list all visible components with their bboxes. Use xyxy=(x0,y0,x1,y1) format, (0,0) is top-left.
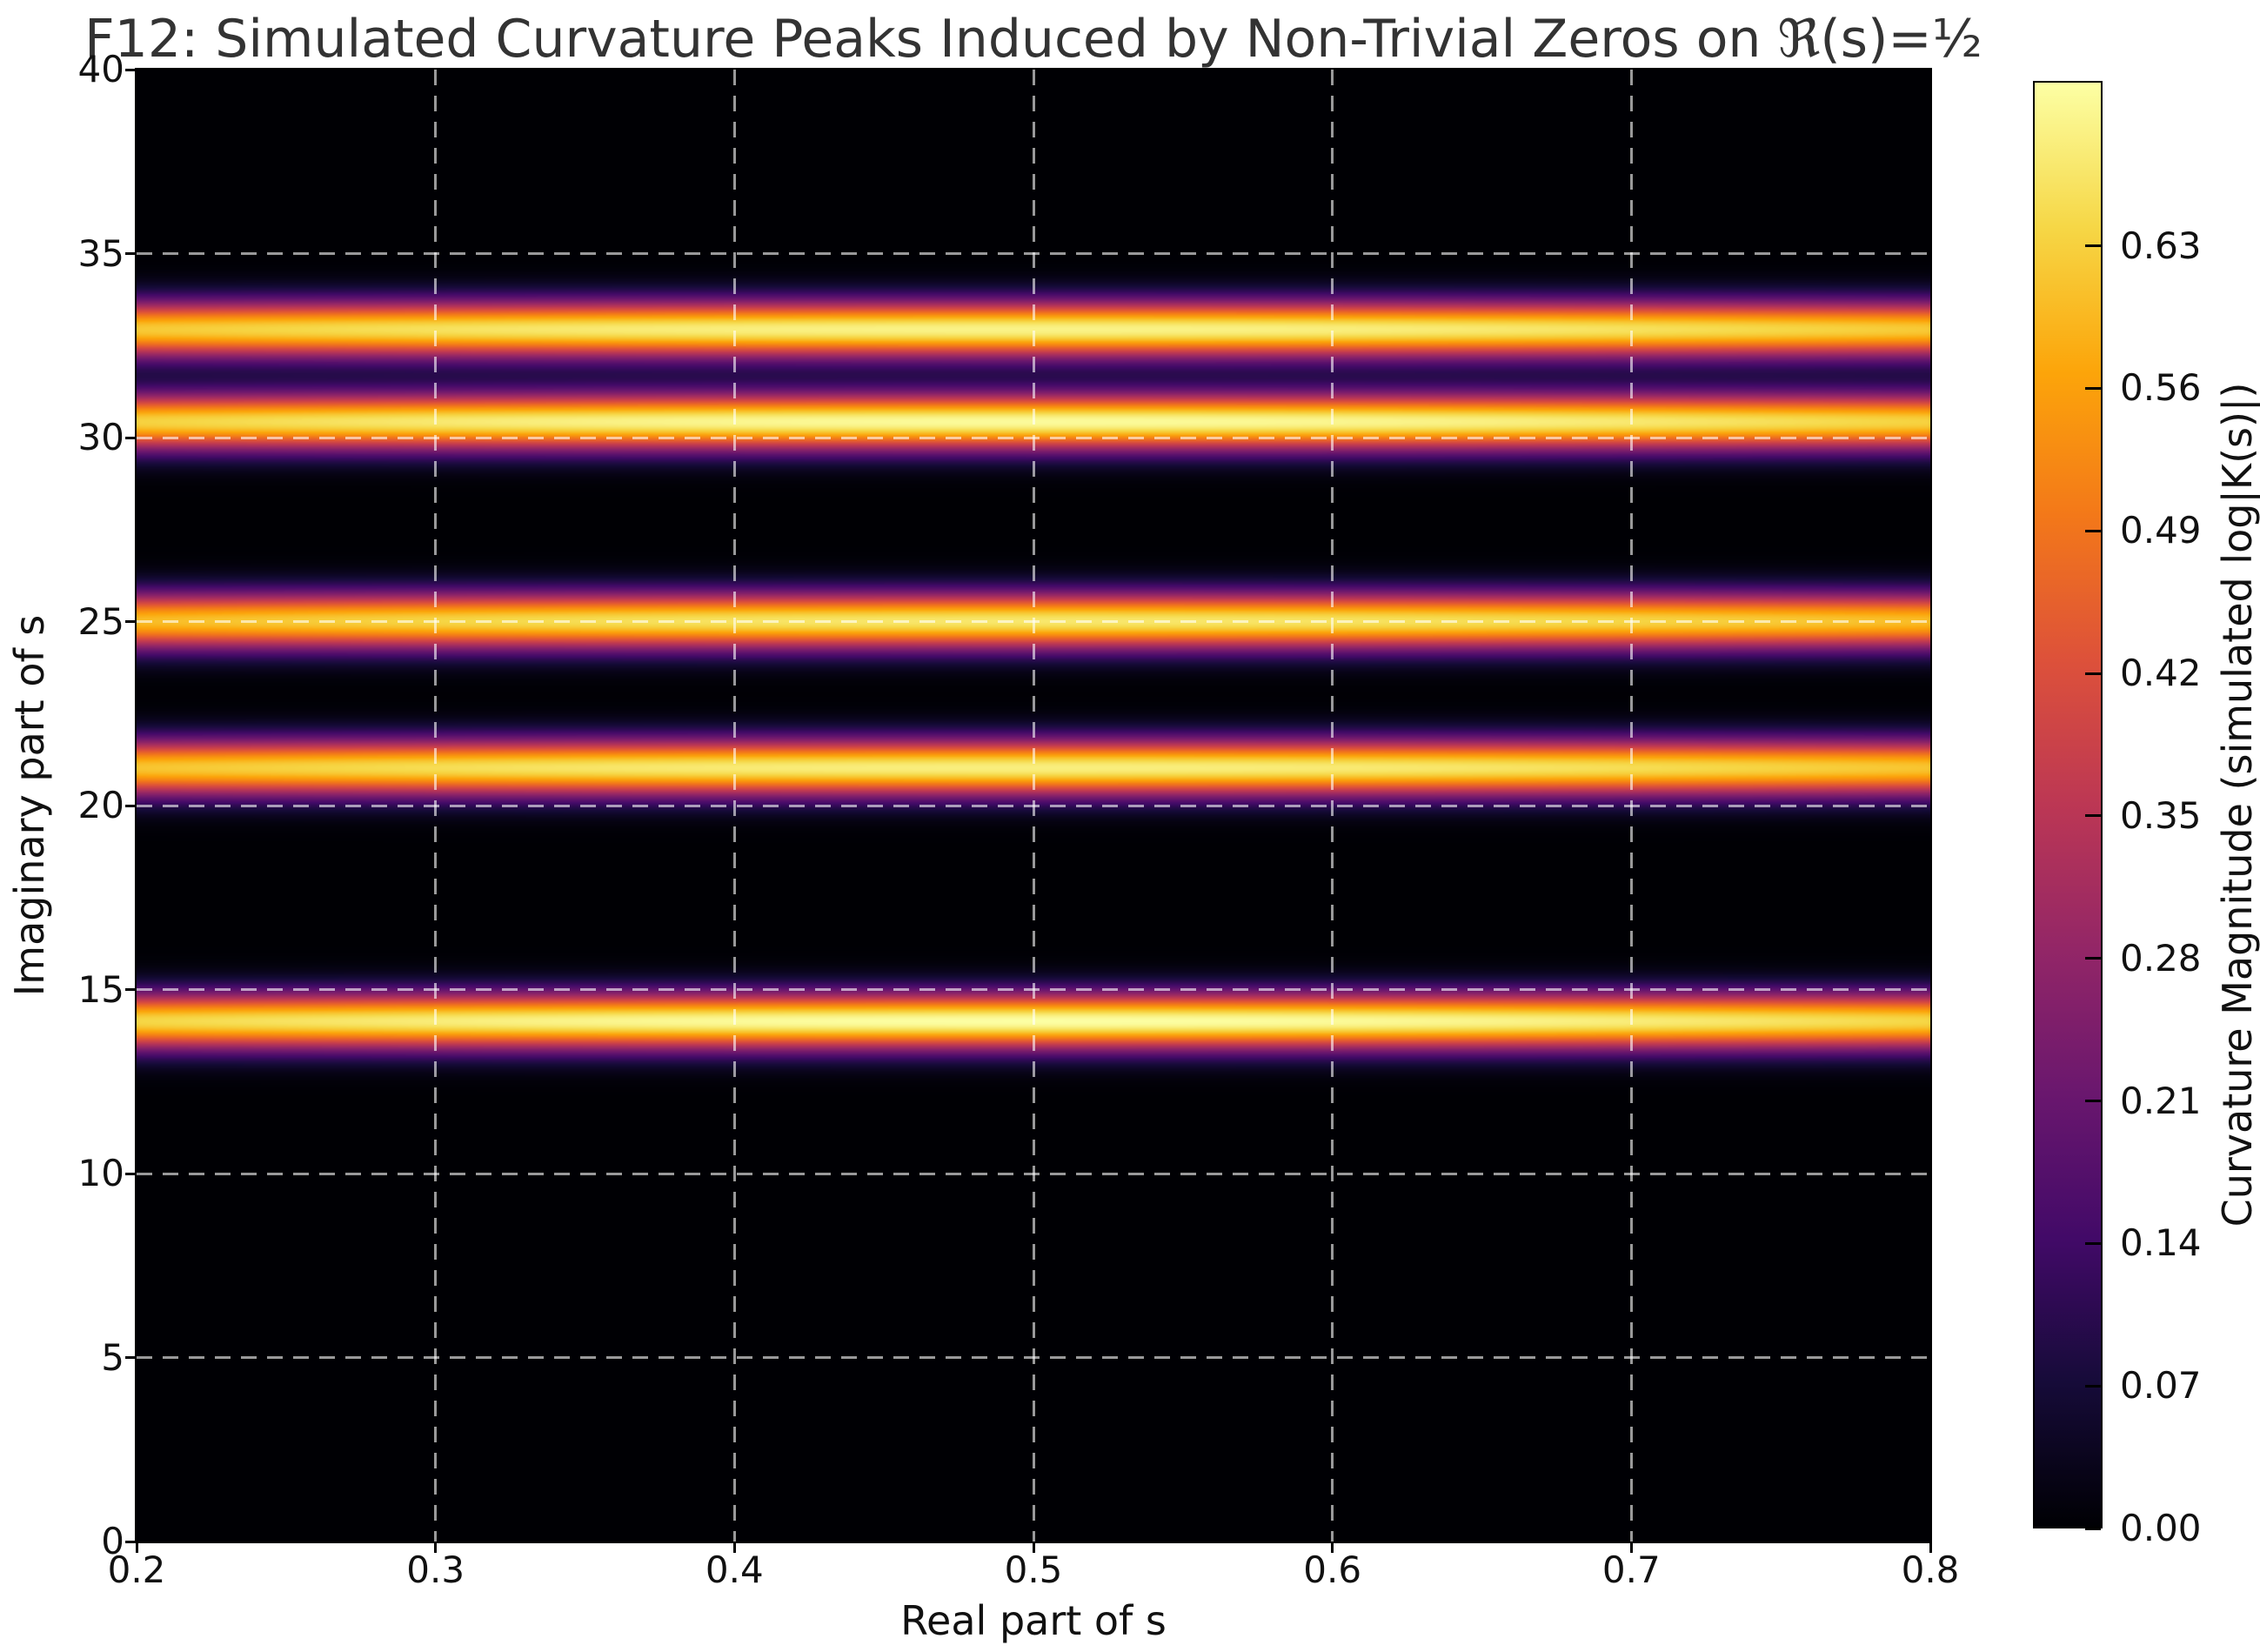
chart-title: F12: Simulated Curvature Peaks Induced b… xyxy=(84,9,1983,70)
colorbar-tick-label: 0.14 xyxy=(2120,1221,2202,1265)
x-tick-label: 0.5 xyxy=(1004,1548,1063,1591)
grid-line-vertical xyxy=(1032,70,1035,1542)
colorbar-tick-label: 0.63 xyxy=(2120,224,2202,267)
colorbar-tick-label: 0.49 xyxy=(2120,509,2202,552)
x-tick-mark xyxy=(434,1542,438,1553)
y-tick-mark xyxy=(125,1540,137,1543)
x-tick-mark xyxy=(1032,1542,1035,1553)
x-tick-label: 0.7 xyxy=(1601,1548,1661,1591)
colorbar-tick-label: 0.00 xyxy=(2120,1507,2202,1549)
x-tick-label: 0.2 xyxy=(107,1548,166,1591)
x-tick-label: 0.4 xyxy=(705,1548,764,1591)
colorbar-tick-label: 0.28 xyxy=(2120,936,2202,980)
colorbar-label: Curvature Magnitude (simulated log|K(s)|… xyxy=(2214,382,2260,1227)
y-tick-mark xyxy=(125,988,137,991)
y-tick-mark xyxy=(125,804,137,807)
y-tick-label: 20 xyxy=(77,784,124,826)
y-tick-label: 25 xyxy=(77,599,124,643)
x-tick-label: 0.6 xyxy=(1303,1548,1362,1591)
colorbar-tick-mark xyxy=(2085,244,2101,248)
colorbar-tick-label: 0.35 xyxy=(2120,793,2202,837)
colorbar-gradient xyxy=(2035,83,2101,1527)
grid-line-vertical xyxy=(434,70,438,1542)
colorbar-tick-mark xyxy=(2085,1241,2101,1245)
colorbar-tick-mark xyxy=(2085,529,2101,532)
colorbar-tick-mark xyxy=(2085,672,2101,675)
y-tick-mark xyxy=(125,68,137,71)
colorbar-tick-mark xyxy=(2085,814,2101,818)
colorbar-tick-mark xyxy=(2085,1100,2101,1103)
x-tick-mark xyxy=(1929,1542,1932,1553)
colorbar xyxy=(2033,81,2103,1528)
x-tick-mark xyxy=(135,1542,138,1553)
colorbar-tick-mark xyxy=(2085,1384,2101,1388)
y-tick-mark xyxy=(125,620,137,623)
y-tick-mark xyxy=(125,252,137,255)
x-tick-mark xyxy=(1629,1542,1633,1553)
y-tick-label: 40 xyxy=(77,48,124,90)
colorbar-tick-label: 0.21 xyxy=(2120,1079,2202,1122)
y-tick-mark xyxy=(125,1356,137,1359)
y-tick-label: 10 xyxy=(77,1152,124,1194)
colorbar-tick-label: 0.42 xyxy=(2120,652,2202,695)
colorbar-tick-mark xyxy=(2085,386,2101,390)
heatmap-plot-area xyxy=(135,68,1932,1543)
grid-line-vertical xyxy=(1331,70,1334,1542)
colorbar-tick-label: 0.56 xyxy=(2120,366,2202,410)
y-tick-label: 15 xyxy=(77,967,124,1011)
x-tick-mark xyxy=(732,1542,736,1553)
x-axis-label: Real part of s xyxy=(900,1597,1167,1644)
colorbar-tick-mark xyxy=(2085,957,2101,960)
colorbar-tick-mark xyxy=(2085,1527,2101,1530)
x-tick-label: 0.3 xyxy=(406,1548,465,1591)
y-tick-label: 35 xyxy=(77,231,124,275)
y-tick-label: 30 xyxy=(77,416,124,458)
grid-line-vertical xyxy=(1629,70,1633,1542)
x-tick-mark xyxy=(1331,1542,1334,1553)
y-tick-label: 5 xyxy=(101,1335,124,1379)
grid-line-vertical xyxy=(732,70,736,1542)
colorbar-tick-label: 0.07 xyxy=(2120,1364,2202,1408)
x-tick-label: 0.8 xyxy=(1901,1548,1960,1591)
y-tick-mark xyxy=(125,1172,137,1175)
y-tick-label: 0 xyxy=(101,1520,124,1562)
y-tick-mark xyxy=(125,436,137,439)
